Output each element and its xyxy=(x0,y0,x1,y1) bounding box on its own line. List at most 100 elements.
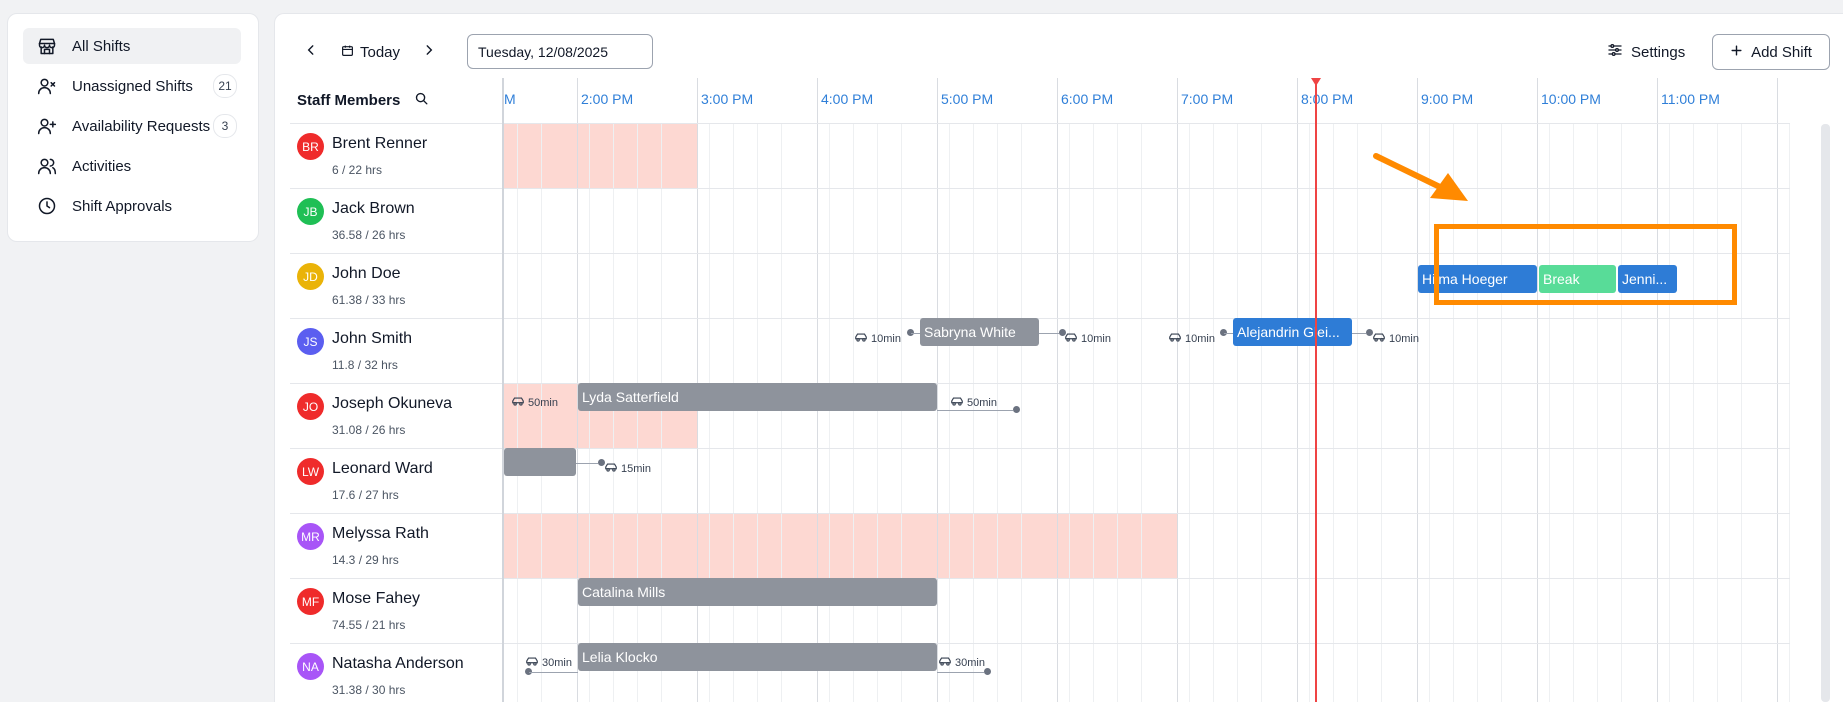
staff-name: John Smith xyxy=(332,330,413,347)
users-icon xyxy=(36,155,58,177)
staff-header-label: Staff Members xyxy=(297,92,401,109)
time-label: 7:00 PM xyxy=(1181,91,1234,107)
sidebar-item-activities[interactable]: Activities xyxy=(23,148,241,184)
car-icon xyxy=(1372,332,1386,345)
staff-row[interactable]: NA Natasha Anderson 31.38 / 30 hrs xyxy=(290,643,502,702)
staff-hours: 36.58 / 26 hrs xyxy=(332,228,406,242)
staff-row[interactable]: LW Leonard Ward 17.6 / 27 hrs xyxy=(290,448,502,514)
timeline[interactable]: M 2:00 PM 3:00 PM 4:00 PM 5:00 PM 6:00 P… xyxy=(502,78,1790,702)
shift-block[interactable]: Catalina Mills xyxy=(578,578,937,606)
next-day-button[interactable] xyxy=(419,42,439,62)
break-block[interactable]: Break xyxy=(1539,265,1616,293)
staff-hours: 74.55 / 21 hrs xyxy=(332,618,406,632)
sidebar-item-shift-approvals[interactable]: Shift Approvals xyxy=(23,188,241,224)
sidebar-item-label: Unassigned Shifts xyxy=(72,77,193,95)
sidebar: All Shifts Unassigned Shifts 21 Availabi… xyxy=(7,13,259,242)
today-button[interactable]: Today xyxy=(341,40,400,64)
staff-row[interactable]: JO Joseph Okuneva 31.08 / 26 hrs xyxy=(290,383,502,449)
staff-name: Brent Renner xyxy=(332,135,428,152)
grid-line xyxy=(1597,123,1598,702)
staff-hours: 6 / 22 hrs xyxy=(332,163,383,177)
grid-line xyxy=(504,513,1790,514)
shift-block[interactable]: Lyda Satterfield xyxy=(578,383,937,411)
shift-block[interactable]: Sabryna White xyxy=(920,318,1039,346)
travel-line xyxy=(576,463,598,464)
sidebar-item-availability-requests[interactable]: Availability Requests 3 xyxy=(23,108,241,144)
travel-line xyxy=(1352,333,1366,334)
avatar: LW xyxy=(297,458,324,485)
grid-line xyxy=(1021,123,1022,702)
grid-line xyxy=(1789,123,1790,702)
sidebar-item-all-shifts[interactable]: All Shifts xyxy=(23,28,241,64)
search-icon[interactable] xyxy=(414,91,429,110)
staff-row[interactable]: BR Brent Renner 6 / 22 hrs xyxy=(290,123,502,189)
count-badge: 21 xyxy=(213,74,237,98)
schedule-grid: Staff Members BR Brent Renner 6 / 22 hrs… xyxy=(290,78,1830,702)
staff-row[interactable]: MR Melyssa Rath 14.3 / 29 hrs xyxy=(290,513,502,579)
avatar: NA xyxy=(297,653,324,680)
settings-button[interactable]: Settings xyxy=(1607,34,1685,70)
grid-line xyxy=(517,123,518,702)
avatar: JS xyxy=(297,328,324,355)
car-icon xyxy=(511,396,525,409)
vertical-scrollbar[interactable] xyxy=(1821,124,1830,702)
grid-line xyxy=(1213,123,1214,702)
grid-line xyxy=(504,188,1790,189)
sidebar-item-label: Availability Requests xyxy=(72,117,211,135)
shift-block[interactable]: Lelia Klocko xyxy=(578,643,937,671)
grid-line xyxy=(1069,123,1070,702)
grid-line xyxy=(1093,123,1094,702)
grid-line xyxy=(661,123,662,702)
count-badge: 3 xyxy=(213,114,237,138)
travel-duration: 10min xyxy=(871,332,901,345)
shift-block[interactable]: Alejandrin Glei... xyxy=(1233,318,1352,346)
date-picker-input[interactable]: Tuesday, 12/08/2025 xyxy=(467,34,653,69)
sidebar-item-unassigned-shifts[interactable]: Unassigned Shifts 21 xyxy=(23,68,241,104)
store-icon xyxy=(36,35,58,57)
staff-row[interactable]: JS John Smith 11.8 / 32 hrs xyxy=(290,318,502,384)
time-label: 5:00 PM xyxy=(941,91,994,107)
clock-icon xyxy=(36,195,58,217)
grid-line xyxy=(504,448,1790,449)
grid-line xyxy=(577,78,578,702)
staff-row[interactable]: MF Mose Fahey 74.55 / 21 hrs xyxy=(290,578,502,644)
staff-column-header: Staff Members xyxy=(290,78,502,124)
grid-line xyxy=(709,123,710,702)
sidebar-item-label: Activities xyxy=(72,157,132,175)
staff-name: Joseph Okuneva xyxy=(332,395,453,412)
avatar: JO xyxy=(297,393,324,420)
travel-time: 50min xyxy=(511,396,558,409)
grid-line xyxy=(1621,123,1622,702)
staff-row[interactable]: JD John Doe 61.38 / 33 hrs xyxy=(290,253,502,319)
time-label: 8:00 PM xyxy=(1301,91,1354,107)
grid-line xyxy=(504,253,1790,254)
shift-block[interactable]: Jenni... xyxy=(1618,265,1677,293)
staff-name: Melyssa Rath xyxy=(332,525,429,542)
user-plus-icon xyxy=(36,115,58,137)
grid-line xyxy=(1657,78,1658,702)
travel-dot xyxy=(1366,329,1373,336)
grid-line xyxy=(1309,123,1310,702)
grid-line xyxy=(1261,123,1262,702)
grid-line xyxy=(504,643,1790,644)
staff-row[interactable]: JB Jack Brown 36.58 / 26 hrs xyxy=(290,188,502,254)
grid-line xyxy=(1297,78,1298,702)
avatar: MF xyxy=(297,588,324,615)
travel-duration: 10min xyxy=(1185,332,1215,345)
grid-line xyxy=(1549,123,1550,702)
grid-line xyxy=(1057,78,1058,702)
travel-time: 50min xyxy=(950,396,997,409)
travel-time: 30min xyxy=(525,656,572,669)
travel-line xyxy=(937,672,984,673)
car-icon xyxy=(854,332,868,345)
shift-block[interactable] xyxy=(504,448,576,476)
grid-line xyxy=(937,78,938,702)
sidebar-item-label: All Shifts xyxy=(72,37,131,55)
travel-duration: 30min xyxy=(955,656,985,669)
staff-hours: 61.38 / 33 hrs xyxy=(332,293,406,307)
grid-line xyxy=(1381,123,1382,702)
add-shift-button[interactable]: Add Shift xyxy=(1712,34,1830,70)
car-icon xyxy=(1168,332,1182,345)
previous-day-button[interactable] xyxy=(301,42,321,62)
grid-line xyxy=(589,123,590,702)
